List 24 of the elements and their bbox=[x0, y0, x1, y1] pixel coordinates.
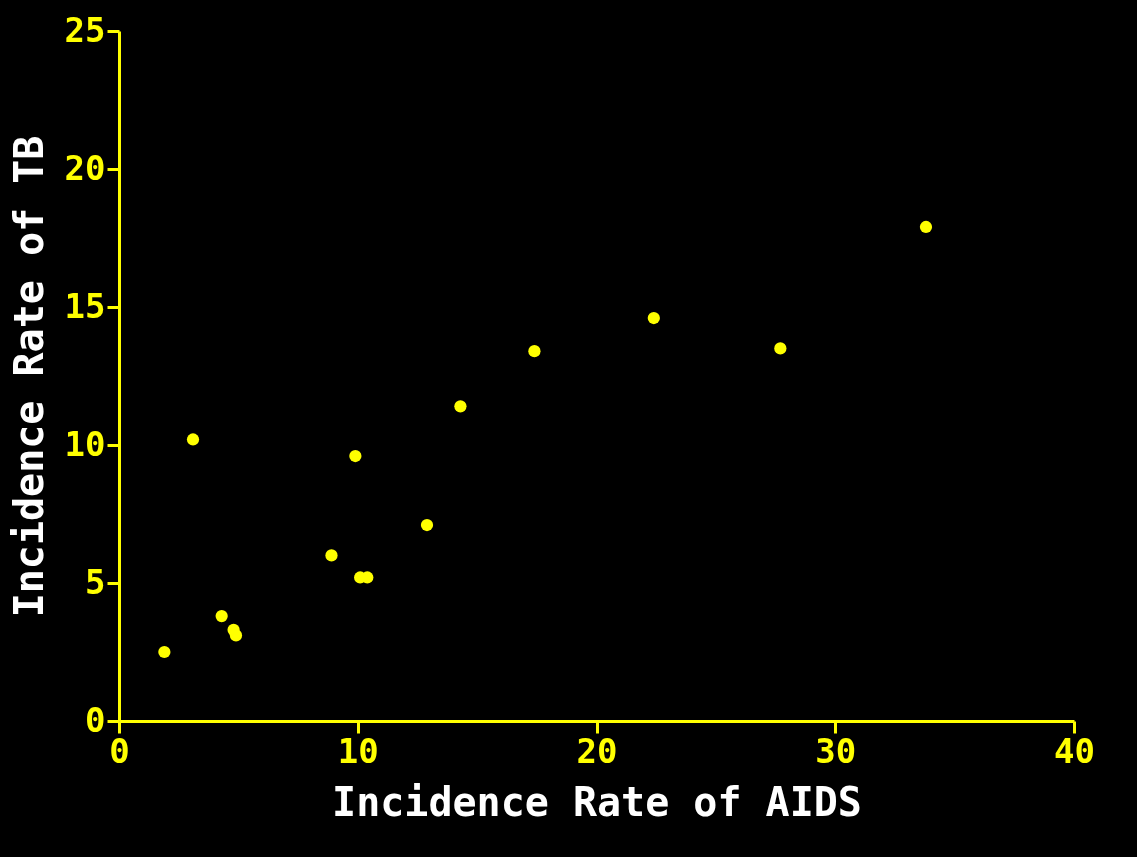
point bbox=[528, 345, 541, 358]
point bbox=[919, 220, 933, 234]
y-tick-label: 15 bbox=[64, 285, 106, 326]
point bbox=[420, 518, 434, 532]
point bbox=[229, 629, 243, 642]
x-tick-label: 30 bbox=[815, 730, 857, 771]
x-tick-label: 20 bbox=[576, 730, 618, 771]
y-tick-label: 5 bbox=[85, 561, 106, 602]
y-axis-title: Incidence Rate of TB bbox=[5, 135, 52, 618]
point bbox=[215, 610, 228, 623]
point bbox=[774, 342, 787, 355]
x-axis-title: Incidence Rate of AIDS bbox=[332, 778, 862, 825]
point bbox=[349, 449, 362, 463]
point bbox=[158, 645, 171, 659]
y-tick-label: 25 bbox=[64, 9, 106, 50]
x-tick-label: 40 bbox=[1054, 730, 1095, 771]
point bbox=[647, 311, 660, 325]
x-tick-label: 10 bbox=[337, 730, 379, 771]
point bbox=[325, 549, 338, 562]
y-tick-label: 20 bbox=[64, 147, 106, 188]
y-tick-label: 0 bbox=[85, 699, 106, 740]
y-tick-label: 10 bbox=[64, 423, 106, 464]
point bbox=[186, 433, 200, 446]
point bbox=[454, 400, 467, 413]
